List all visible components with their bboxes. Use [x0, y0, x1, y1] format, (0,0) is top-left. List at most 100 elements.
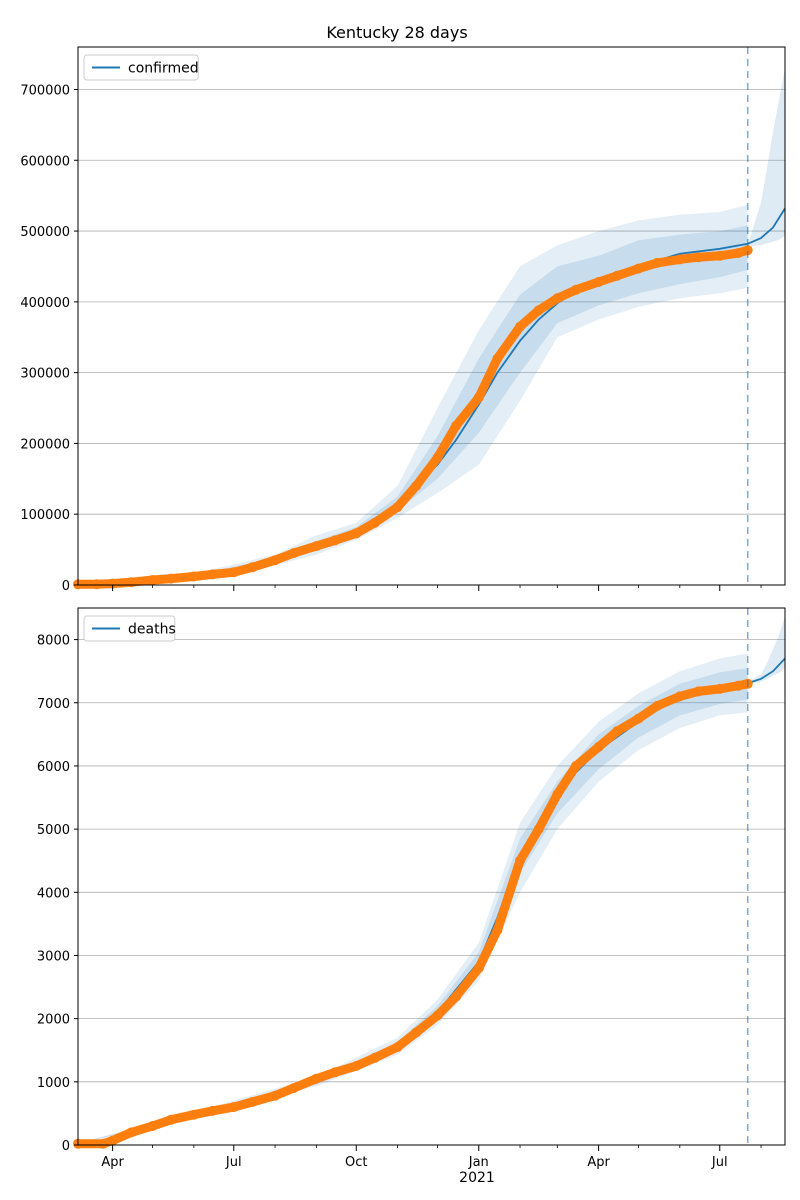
observed-point — [593, 742, 604, 752]
deaths-y-ticks: 0 1000 2000 3000 4000 5000 6000 7000 8000 — [37, 634, 78, 1154]
inner-uncertainty-band — [78, 225, 748, 585]
observed-point — [228, 1102, 239, 1113]
y-tick-label: 700000 — [20, 83, 70, 98]
y-tick-label: 600000 — [20, 154, 70, 169]
observed-point — [473, 392, 484, 403]
observed-point — [166, 1114, 177, 1125]
observed-point — [533, 305, 544, 316]
model-line — [77, 657, 786, 1145]
observed-point — [533, 824, 544, 835]
y-tick-label: 5000 — [37, 823, 70, 838]
confirmed-legend-box — [83, 54, 199, 81]
observed-point — [714, 683, 725, 694]
observed-point — [330, 535, 340, 546]
observed-point — [451, 420, 462, 431]
observed-point — [733, 248, 744, 258]
observed-point — [411, 480, 422, 491]
confirmed-axes-frame — [77, 46, 786, 586]
observed-point — [674, 691, 685, 702]
y-tick-label: 3000 — [37, 949, 70, 964]
observed-point — [311, 541, 322, 552]
observed-point — [552, 789, 563, 800]
observed-point — [612, 270, 623, 281]
y-tick-label: 2000 — [37, 1013, 70, 1028]
observed-point — [247, 1097, 258, 1107]
observed-point — [166, 573, 177, 584]
observed-point — [147, 1121, 158, 1131]
forecast-uncertainty-band — [747, 615, 785, 684]
observed-point — [188, 571, 199, 582]
outer-uncertainty-band — [78, 653, 748, 1145]
y-tick-label: 400000 — [20, 296, 70, 311]
confirmed-y-ticks: 0 100000 200000 300000 400000 500000 600000 700… — [20, 83, 78, 594]
confirmed-observed-series — [73, 245, 753, 590]
observed-point — [633, 713, 644, 724]
x-tick-label: Oct — [345, 1155, 367, 1170]
observed-point — [369, 1052, 380, 1063]
y-tick-label: 8000 — [37, 634, 70, 649]
x-axis-year-label: 2021 — [459, 1170, 495, 1186]
confirmed-legend-label: confirmed — [128, 61, 199, 77]
observed-point — [633, 263, 644, 274]
observed-point — [369, 517, 380, 528]
observed-point — [107, 1135, 118, 1146]
x-tick-label: Jan — [468, 1155, 489, 1170]
observed-point — [714, 250, 725, 261]
observed-point — [351, 528, 362, 539]
x-tick-label: Jul — [711, 1155, 728, 1170]
observed-point — [147, 575, 158, 585]
observed-point — [473, 963, 484, 974]
observed-point — [593, 277, 604, 287]
x-tick-label: Apr — [587, 1155, 610, 1170]
outer-uncertainty-band — [78, 204, 748, 585]
confirmed-x-ticks — [112, 585, 762, 591]
observed-point — [652, 257, 663, 268]
observed-point — [492, 925, 503, 936]
observed-point — [270, 555, 281, 566]
deaths-observed-series — [73, 678, 753, 1149]
observed-point — [432, 1010, 443, 1021]
deaths-bands — [78, 615, 785, 1145]
inner-uncertainty-band — [78, 668, 748, 1145]
y-tick-label: 300000 — [20, 367, 70, 382]
observed-point — [451, 991, 462, 1002]
observed-point — [492, 353, 503, 364]
deaths-legend-label: deaths — [128, 622, 176, 638]
observed-point — [411, 1027, 422, 1038]
observed-point — [91, 579, 102, 590]
deaths-legend-box — [83, 615, 176, 642]
y-tick-label: 0 — [62, 1139, 70, 1154]
observed-point — [552, 293, 563, 304]
y-tick-label: 6000 — [37, 760, 70, 775]
chart-title: Kentucky 28 days — [326, 23, 467, 42]
y-tick-label: 0 — [62, 579, 70, 594]
observed-line — [73, 679, 753, 1149]
x-tick-label: Apr — [101, 1155, 124, 1170]
observed-point — [571, 760, 581, 771]
deaths-model-line — [77, 657, 786, 1145]
observed-point — [571, 284, 581, 295]
observed-point — [330, 1067, 340, 1078]
deaths-x-ticks — [112, 1145, 762, 1151]
x-tick-label: Jul — [225, 1155, 242, 1170]
deaths-legend: deaths — [83, 615, 176, 642]
observed-point — [228, 567, 239, 578]
observed-point — [288, 548, 299, 559]
y-tick-label: 1000 — [37, 1076, 70, 1091]
observed-point — [652, 700, 663, 711]
observed-point — [107, 578, 118, 589]
observed-point — [515, 855, 525, 866]
observed-point — [392, 502, 403, 513]
observed-point — [247, 562, 258, 573]
y-tick-label: 7000 — [37, 697, 70, 712]
observed-point — [188, 1109, 199, 1120]
observed-point — [432, 452, 443, 463]
deaths-axes-frame — [77, 607, 786, 1146]
observed-point — [733, 680, 744, 691]
y-tick-label: 4000 — [37, 886, 70, 901]
observed-point — [351, 1061, 362, 1071]
observed-point — [742, 245, 753, 256]
observed-point — [288, 1083, 299, 1094]
forecast-uncertainty-band — [747, 68, 785, 247]
